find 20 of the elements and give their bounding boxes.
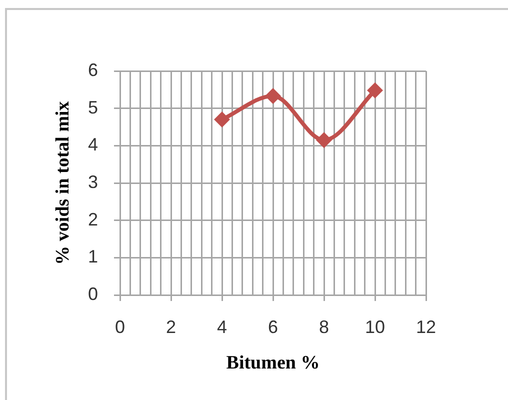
y-tick-label: 6 [88,60,98,80]
x-tick-label: 8 [318,316,330,337]
x-tick-label: 6 [268,316,278,337]
y-tick-label: 1 [88,246,98,267]
point [316,132,332,148]
x-tick-label: 4 [216,316,228,337]
x-tick-label: 2 [166,316,176,337]
y-tick-label: 5 [88,97,98,118]
y-tick-label: 2 [88,209,98,230]
y-tick-label: 3 [88,172,98,192]
x-axis-title: Bitumen % [226,352,320,374]
x-tick-label: 0 [114,316,126,337]
x-tick-label: 10 [364,316,386,337]
y-axis-title: % voids in total mix [52,100,74,265]
y-tick-label: 4 [88,134,98,155]
point [367,82,383,98]
x-tick-label: 12 [416,316,436,337]
point [265,88,281,104]
point [214,112,230,128]
y-tick-label: 0 [88,284,98,304]
